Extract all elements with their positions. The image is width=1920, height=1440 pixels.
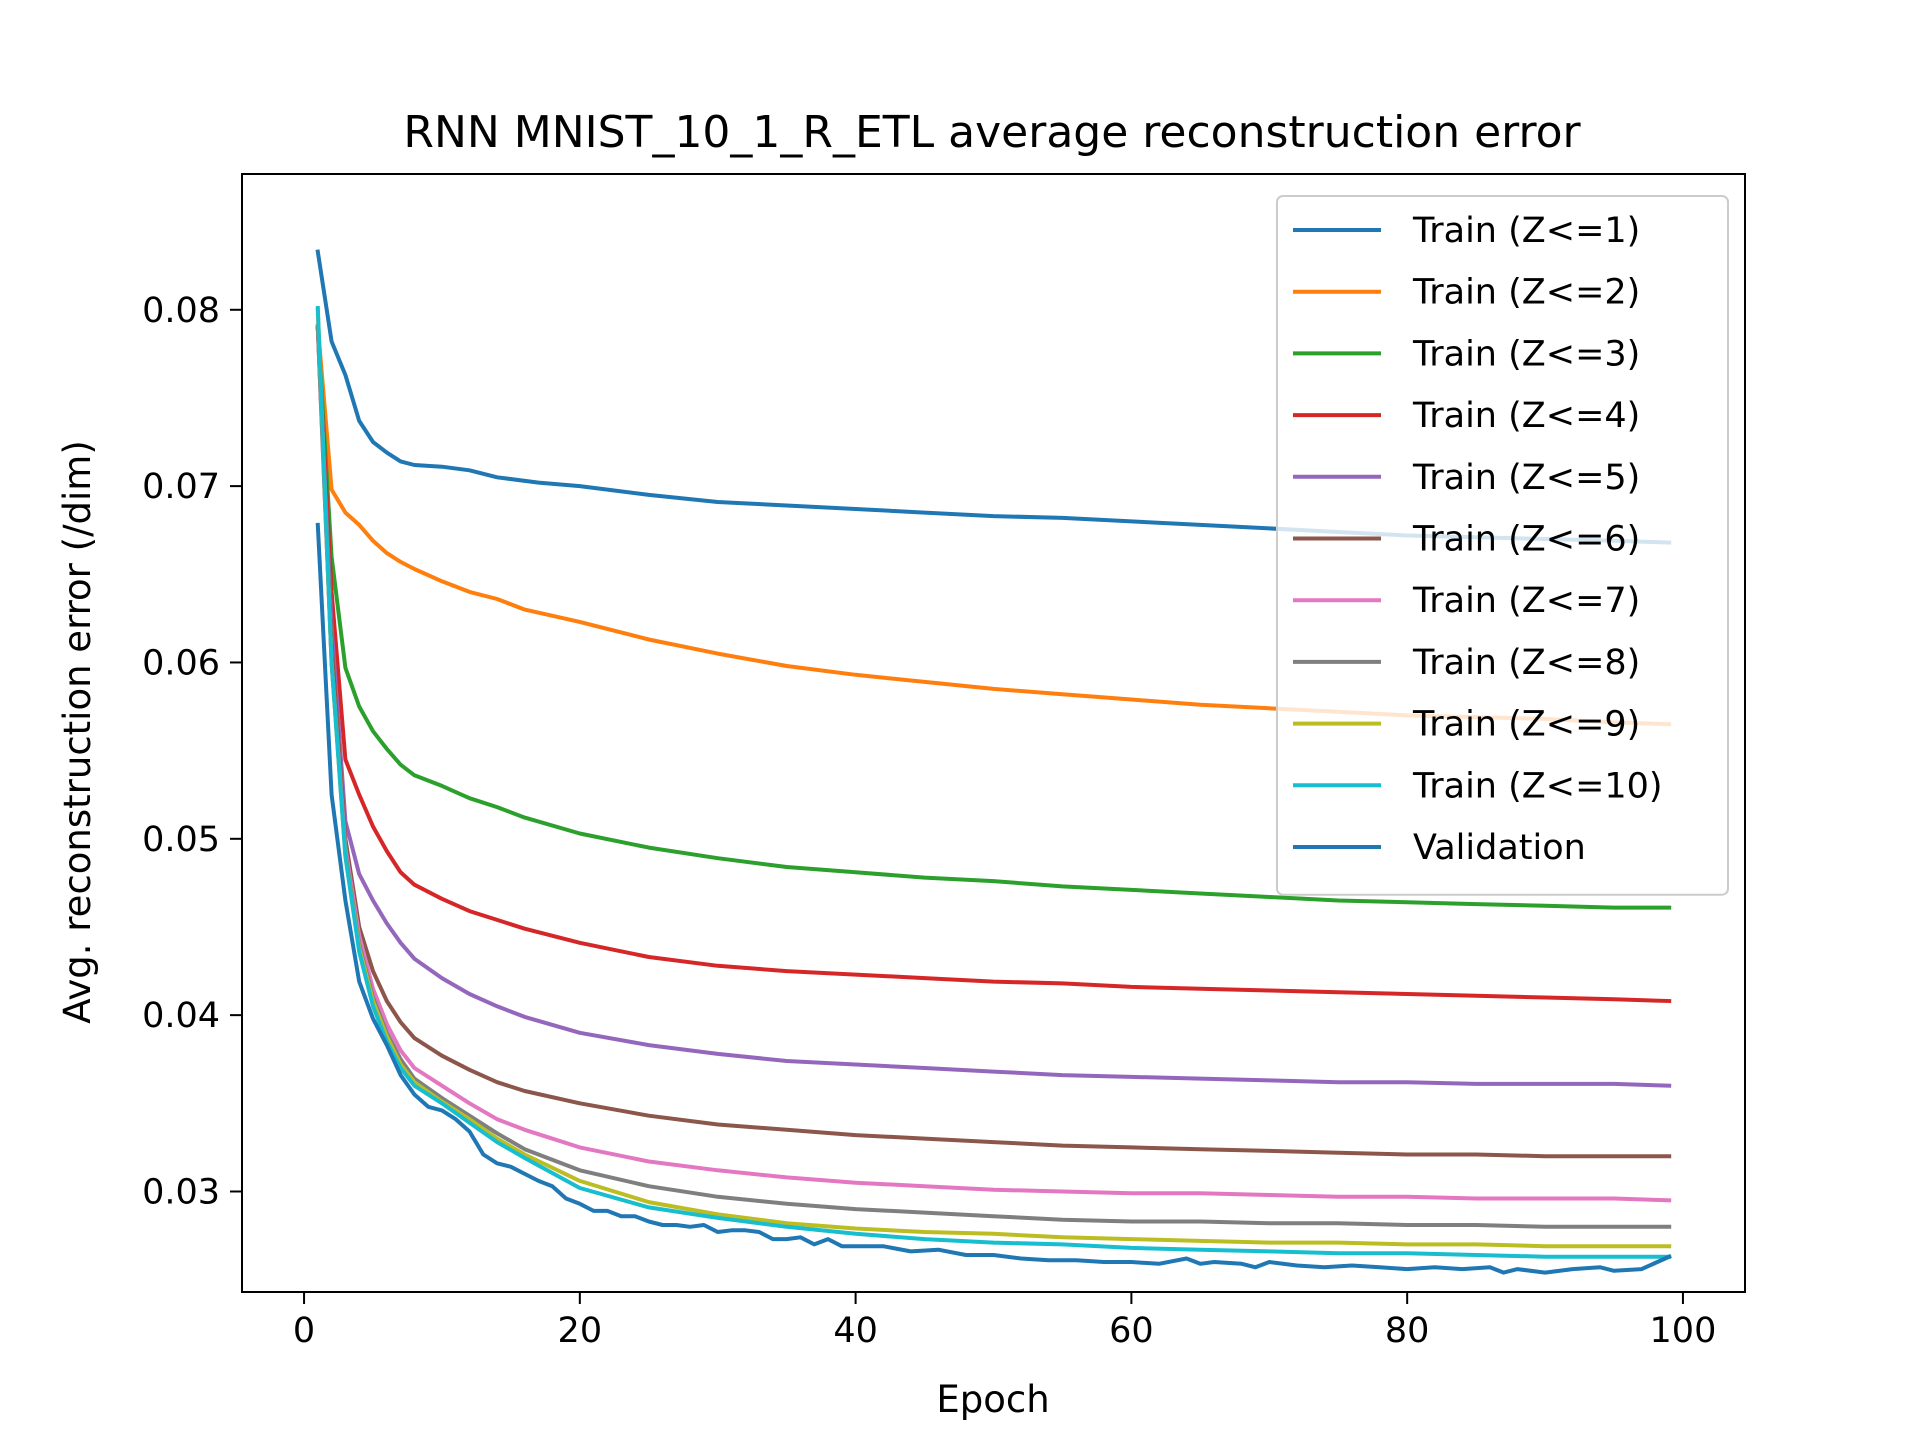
axes-frame xyxy=(241,173,1746,1293)
legend-label: Train (Z<=10) xyxy=(1412,766,1663,806)
y-tick-label: 0.03 xyxy=(142,1172,220,1212)
x-tick-label: 0 xyxy=(293,1311,315,1351)
x-axis-label: Epoch xyxy=(936,1378,1049,1421)
legend-label: Train (Z<=8) xyxy=(1412,643,1640,683)
y-tick-label: 0.04 xyxy=(142,996,220,1036)
y-axis-label: Avg. reconstruction error (/dim) xyxy=(56,440,99,1024)
legend-label: Train (Z<=7) xyxy=(1412,581,1640,621)
y-tick-label: 0.05 xyxy=(142,820,220,860)
series-line-6 xyxy=(315,325,1672,1159)
y-tick-label: 0.06 xyxy=(142,643,220,683)
chart-title: RNN MNIST_10_1_R_ETL average reconstruct… xyxy=(403,107,1581,158)
series-line-10 xyxy=(315,305,1672,1259)
x-tick-label: 100 xyxy=(1650,1311,1717,1351)
legend: Train (Z<=1) Train (Z<=2) Train (Z<=3) Trai… xyxy=(1276,195,1729,896)
legend-label: Train (Z<=5) xyxy=(1412,458,1640,498)
legend-label: Validation xyxy=(1413,828,1586,868)
series-line-4 xyxy=(315,325,1672,1004)
plot-area xyxy=(241,173,1746,1293)
legend-label: Train (Z<=9) xyxy=(1412,705,1640,745)
y-axis: 0.03 0.04 0.05 0.06 0.07 0.08 xyxy=(142,291,242,1212)
legend-box xyxy=(1276,195,1729,896)
legend-label: Train (Z<=6) xyxy=(1412,520,1640,560)
series-line-11 xyxy=(315,522,1672,1275)
x-tick-label: 20 xyxy=(558,1311,603,1351)
x-axis: 0 20 40 60 80 100 xyxy=(293,1292,1716,1351)
legend-label: Train (Z<=1) xyxy=(1412,211,1640,251)
legend-label: Train (Z<=2) xyxy=(1412,273,1640,313)
series-line-5 xyxy=(315,325,1672,1088)
series-line-7 xyxy=(315,325,1672,1203)
x-tick-label: 80 xyxy=(1385,1311,1430,1351)
series-layer xyxy=(315,249,1672,1275)
legend-label: Train (Z<=4) xyxy=(1412,396,1640,436)
legend-label: Train (Z<=3) xyxy=(1412,334,1640,374)
x-tick-label: 40 xyxy=(833,1311,878,1351)
y-tick-label: 0.08 xyxy=(142,291,220,331)
y-tick-label: 0.07 xyxy=(142,467,220,507)
series-line-3 xyxy=(315,325,1672,910)
x-tick-label: 60 xyxy=(1109,1311,1154,1351)
